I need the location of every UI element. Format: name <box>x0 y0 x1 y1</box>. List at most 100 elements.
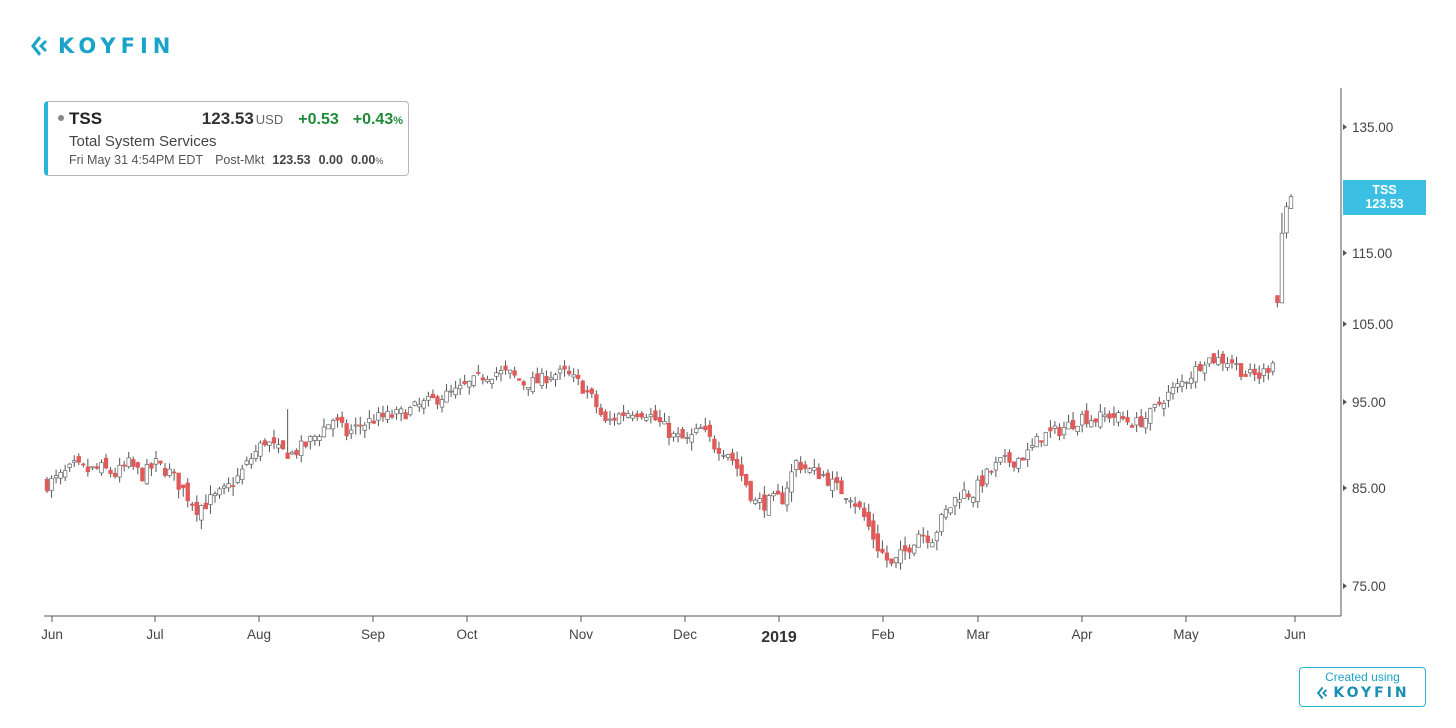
candle <box>103 453 109 470</box>
candle-body-down <box>1011 461 1017 468</box>
candle-body-up <box>448 390 454 393</box>
candle-body-up <box>67 463 72 468</box>
candle <box>662 412 667 425</box>
candle <box>1225 357 1230 371</box>
candle-body-down <box>135 462 140 468</box>
candle <box>1052 421 1058 434</box>
candle-body-down <box>748 481 753 501</box>
candle-body-down <box>1111 413 1117 418</box>
candle-body-up <box>766 495 772 516</box>
candle-body-down <box>612 417 617 421</box>
candle-body-up <box>221 485 227 489</box>
candle-body-up <box>90 466 95 469</box>
candle <box>993 456 999 478</box>
candle <box>757 492 762 510</box>
candle-body-down <box>76 456 81 463</box>
candle-body-down <box>798 461 803 471</box>
candle <box>694 423 699 435</box>
candle <box>1143 411 1148 434</box>
candle <box>99 459 104 476</box>
candle-body-up <box>843 498 849 500</box>
candle-body-down <box>535 373 540 384</box>
candle <box>353 417 358 435</box>
candle <box>557 365 563 380</box>
candle <box>952 497 958 516</box>
candle-body-down <box>294 449 299 456</box>
candle-body-up <box>49 477 54 491</box>
candle-body-down <box>462 381 467 385</box>
candle-body-up <box>1066 421 1071 430</box>
candle-body-up <box>208 494 213 505</box>
candle <box>544 370 549 389</box>
candle <box>1080 410 1085 433</box>
candle <box>517 378 522 381</box>
candle <box>303 441 308 449</box>
candle-body-up <box>398 408 404 414</box>
candle <box>780 485 785 505</box>
candle <box>67 463 72 472</box>
candle <box>280 440 286 450</box>
last-price-tag: TSS 123.53 <box>1343 180 1426 215</box>
candle <box>1011 461 1017 472</box>
candle-body-up <box>1089 420 1094 428</box>
candle <box>653 404 658 421</box>
x-tick-label: Feb <box>871 627 894 642</box>
candle-body-up <box>53 475 59 479</box>
candle-body-down <box>339 416 345 423</box>
x-tick-label: Nov <box>569 627 593 642</box>
candle-body-down <box>271 437 277 444</box>
candle-body-up <box>1166 391 1171 401</box>
candle-body-down <box>871 520 876 540</box>
brand-name: KOYFIN <box>58 34 176 58</box>
candle <box>122 460 127 472</box>
candle <box>966 490 971 501</box>
candle-body-up <box>1216 356 1221 366</box>
candle <box>898 540 903 570</box>
candle-body-up <box>1034 436 1039 448</box>
candle-body-down <box>380 412 386 418</box>
candle <box>912 544 917 557</box>
koyfin-small-logo-icon <box>1317 686 1328 700</box>
candle <box>108 467 113 478</box>
candle <box>185 478 190 508</box>
koyfin-logo[interactable]: KOYFIN <box>28 34 175 58</box>
candle-body-up <box>444 390 449 403</box>
candle-body-up <box>644 417 649 421</box>
candle-body-up <box>471 375 476 386</box>
candle <box>535 367 540 384</box>
candle-body-down <box>81 463 86 466</box>
candle <box>253 444 258 462</box>
candle <box>271 429 277 449</box>
candle-body-up <box>893 557 899 564</box>
candle <box>907 544 912 559</box>
candle <box>689 428 694 451</box>
candle <box>503 360 508 375</box>
candle <box>312 434 318 446</box>
candle-body-down <box>834 477 840 483</box>
candle <box>1025 442 1030 467</box>
created-using-badge[interactable]: Created using KOYFIN <box>1299 667 1426 707</box>
candle-body-up <box>553 374 558 381</box>
candle <box>871 513 876 549</box>
candle <box>294 448 299 459</box>
candle-body-down <box>122 464 127 467</box>
candle-body-up <box>721 454 726 457</box>
candle-body-down <box>262 440 268 446</box>
candle-body-up <box>299 440 304 456</box>
created-using-label: Created using <box>1325 670 1400 684</box>
candle <box>1125 410 1130 426</box>
candle-body-up <box>1225 363 1230 368</box>
post-market-row: Fri May 31 4:54PM EDT Post-Mkt 123.53 0.… <box>69 153 383 167</box>
candle <box>1238 363 1244 381</box>
candle <box>135 461 140 475</box>
candle-body-up <box>1002 454 1008 457</box>
candle-body-up <box>1116 412 1121 423</box>
candle <box>1188 371 1194 390</box>
candle <box>566 365 572 377</box>
candle <box>330 418 336 437</box>
candle-body-down <box>521 381 526 386</box>
candle <box>258 440 263 461</box>
candle-body-down <box>875 533 880 552</box>
candle-body-up <box>1152 404 1157 408</box>
candle <box>153 451 159 473</box>
